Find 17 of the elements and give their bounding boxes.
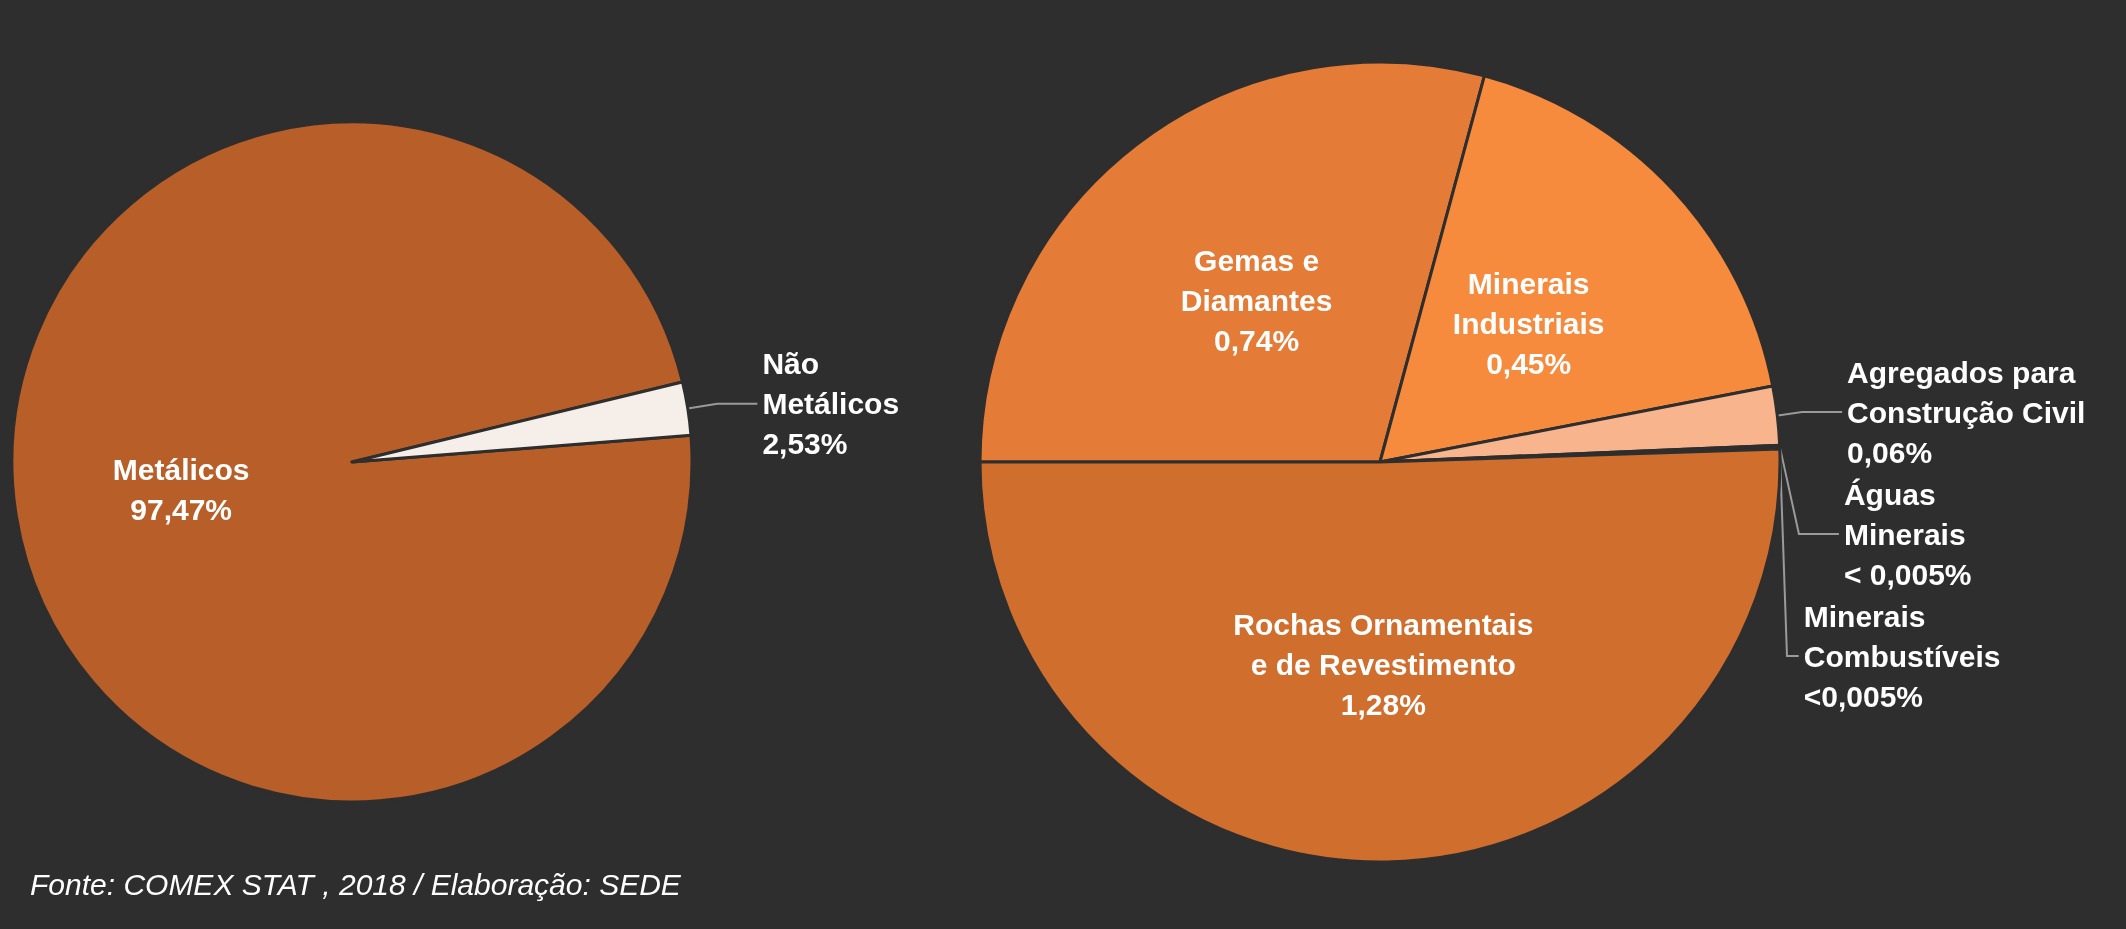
slice-label: Minerais Industriais bbox=[1452, 267, 1605, 341]
data-label: 2,53% bbox=[762, 427, 848, 461]
data-label: <0,005% bbox=[1803, 679, 1924, 713]
slice-label: Gemas e Diamantes bbox=[1180, 244, 1333, 318]
data-label: 0,45% bbox=[1486, 347, 1572, 381]
slice-label: Rochas Ornamentais e de Revestimento bbox=[1233, 608, 1534, 682]
source-note: Fonte: COMEX STAT , 2018 / Elaboração: SEDE bbox=[30, 867, 682, 901]
data-label: 1,28% bbox=[1340, 688, 1426, 722]
slice-label: Minerais Combustíveis bbox=[1803, 599, 2001, 673]
slice-label: Metálicos bbox=[112, 452, 250, 486]
data-label: < 0,005% bbox=[1843, 557, 1972, 591]
data-label: 0,06% bbox=[1847, 435, 1933, 469]
slice-label: Não Metálicos bbox=[762, 347, 900, 421]
slice-label: Agregados para Construção Civil bbox=[1847, 355, 2086, 429]
slice-label: Águas Minerais bbox=[1843, 477, 1966, 551]
data-label: 97,47% bbox=[130, 492, 233, 526]
data-label: 0,74% bbox=[1214, 324, 1300, 358]
